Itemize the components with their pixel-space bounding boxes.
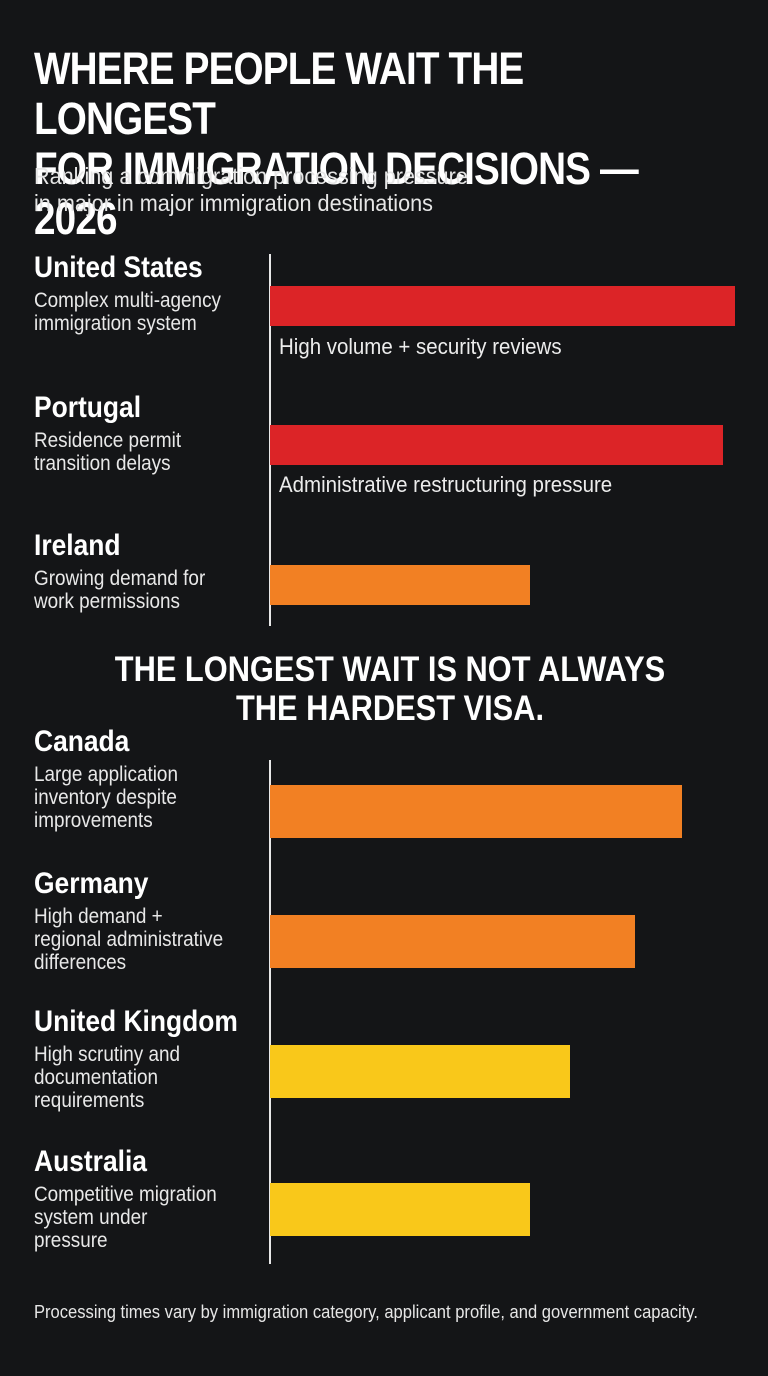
description-line: High demand + bbox=[34, 905, 163, 928]
country-description: High scrutiny and documentation requirem… bbox=[34, 1043, 250, 1112]
bar bbox=[270, 425, 723, 465]
description-line: Residence permit bbox=[34, 429, 182, 452]
country-label: Australia bbox=[34, 1145, 147, 1178]
chart-title: WHERE PEOPLE WAIT THE LONGEST FOR IMMIGR… bbox=[34, 44, 653, 244]
chart-subtitle: Ranking a commigration processing pressu… bbox=[34, 163, 560, 217]
description-line: system under bbox=[34, 1206, 148, 1229]
callout-text: THE LONGEST WAIT IS NOT ALWAYS THE HARDE… bbox=[100, 650, 681, 728]
description-line: improvements bbox=[34, 809, 153, 832]
title-line-2: FOR IMMIGRATION DECISIONS — 2026 bbox=[34, 143, 639, 244]
country-label: Germany bbox=[34, 867, 149, 900]
title-line-1: WHERE PEOPLE WAIT THE LONGEST bbox=[34, 43, 524, 144]
bar bbox=[270, 286, 735, 326]
description-line: Large application bbox=[34, 763, 178, 786]
country-label: Portugal bbox=[34, 391, 142, 424]
country-label: United States bbox=[34, 251, 203, 284]
country-description: Residence permit transition delays bbox=[34, 429, 250, 475]
description-line: requirements bbox=[34, 1089, 145, 1112]
country-description: Large application inventory despite impr… bbox=[34, 763, 250, 832]
bar-note: High volume + security reviews bbox=[279, 334, 562, 359]
description-line: inventory despite bbox=[34, 786, 177, 809]
bar bbox=[270, 915, 635, 968]
country-description: Complex multi-agency immigration system bbox=[34, 289, 250, 335]
description-line: transition delays bbox=[34, 452, 171, 475]
description-line: work permissions bbox=[34, 590, 180, 613]
subtitle-line-1: Ranking a commigration processing pressu… bbox=[34, 163, 468, 189]
subtitle-line-2: in major in major immigration destinatio… bbox=[34, 190, 433, 216]
description-line: High scrutiny and bbox=[34, 1043, 181, 1066]
bar-note: Administrative restructuring pressure bbox=[279, 472, 613, 497]
description-line: Competitive migration bbox=[34, 1183, 217, 1206]
country-label: Canada bbox=[34, 725, 130, 758]
description-line: Growing demand for bbox=[34, 567, 206, 590]
bar bbox=[270, 565, 530, 605]
description-line: differences bbox=[34, 951, 127, 974]
description-line: regional administrative bbox=[34, 928, 224, 951]
footnote: Processing times vary by immigration cat… bbox=[34, 1302, 698, 1322]
axis-line-bottom bbox=[269, 760, 271, 1264]
country-label: United Kingdom bbox=[34, 1005, 238, 1038]
country-label: Ireland bbox=[34, 529, 121, 562]
country-description: Competitive migration system under press… bbox=[34, 1183, 250, 1252]
bar bbox=[270, 785, 682, 838]
description-line: immigration system bbox=[34, 312, 197, 335]
country-description: Growing demand for work permissions bbox=[34, 567, 250, 613]
description-line: Complex multi-agency bbox=[34, 289, 221, 312]
description-line: pressure bbox=[34, 1229, 108, 1252]
bar bbox=[270, 1183, 530, 1236]
callout-line-1: THE LONGEST WAIT IS NOT ALWAYS bbox=[114, 650, 666, 689]
description-line: documentation bbox=[34, 1066, 158, 1089]
callout-line-2: THE HARDEST VISA. bbox=[235, 689, 545, 728]
country-description: High demand + regional administrative di… bbox=[34, 905, 250, 974]
bar bbox=[270, 1045, 570, 1098]
